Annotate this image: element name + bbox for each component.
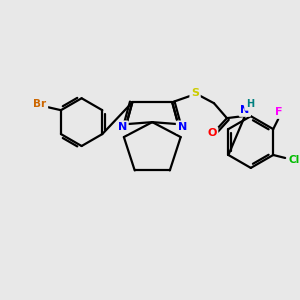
- Text: N: N: [240, 105, 250, 115]
- Text: Br: Br: [34, 99, 46, 109]
- Text: N: N: [178, 122, 187, 132]
- Text: S: S: [191, 88, 199, 98]
- Text: H: H: [246, 99, 254, 109]
- Text: Cl: Cl: [289, 155, 300, 165]
- Text: F: F: [275, 107, 283, 117]
- Text: N: N: [118, 122, 127, 132]
- Text: O: O: [207, 128, 217, 138]
